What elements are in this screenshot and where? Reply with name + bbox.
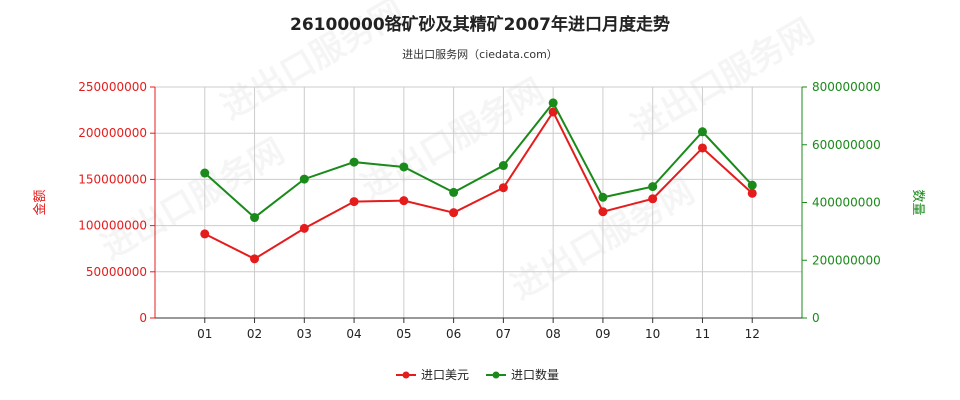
data-point[interactable] [548,98,558,108]
y-axis-left-tick-label: 150000000 [78,172,147,186]
watermark-text: 进出口服务网 [355,71,552,208]
x-axis-tick-label: 06 [446,327,461,341]
data-point[interactable] [498,183,508,193]
series-layer [200,98,757,264]
data-point[interactable] [250,213,260,223]
y-axis-left-tick-label: 250000000 [78,80,147,94]
data-point[interactable] [200,229,210,239]
x-axis-ticks: 01 02 03 04 05 06 07 08 09 10 11 12 [197,318,760,341]
y-axis-right-title: 数量 [910,189,925,215]
x-axis-tick-label: 08 [546,327,561,341]
legend-label-import-usd[interactable]: 进口美元 [421,368,469,382]
y-axis-left-title: 金额 [32,189,48,215]
chart-subtitle: 进出口服务网（ciedata.com） [402,47,558,61]
x-axis-tick-label: 07 [496,327,511,341]
y-axis-left-ticks: 0 50000000 100000000 150000000 200000000 2500… [78,80,155,325]
data-point[interactable] [299,223,309,233]
y-axis-left-tick-label: 0 [139,311,147,325]
data-point[interactable] [697,127,707,137]
data-point[interactable] [648,194,658,204]
series-line [204,101,753,219]
data-point[interactable] [299,174,309,184]
y-axis-left-tick-label: 50000000 [86,265,147,279]
y-axis-right-tick-label: 800000000 [812,80,881,94]
x-axis-tick-label: 11 [695,327,710,341]
data-point[interactable] [648,182,658,192]
data-point[interactable] [697,143,707,153]
series-import-quantity [200,98,757,223]
x-axis-tick-label: 03 [297,327,312,341]
data-point[interactable] [399,196,409,206]
series-import-usd [200,107,757,264]
data-point[interactable] [449,187,459,197]
legend-label-import-quantity[interactable]: 进口数量 [511,367,559,382]
x-axis-tick-label: 04 [346,327,361,341]
data-point[interactable] [449,208,459,218]
y-axis-right-ticks: 0 200000000 400000000 600000000 800000000 [802,80,881,325]
x-axis-tick-label: 02 [247,327,262,341]
y-axis-right-tick-label: 600000000 [812,138,881,152]
legend-marker-import-quantity [492,371,500,379]
x-axis-tick-label: 10 [645,327,660,341]
data-point[interactable] [747,188,757,198]
chart-title: 26100000铬矿砂及其精矿2007年进口月度走势 [290,14,670,35]
data-point[interactable] [747,180,757,190]
data-point[interactable] [349,157,359,167]
x-axis-tick-label: 09 [595,327,610,341]
y-axis-left-tick-label: 200000000 [78,126,147,140]
x-axis-tick-label: 01 [197,327,212,341]
watermark-text: 进出口服务网 [95,131,292,268]
y-axis-right-tick-label: 400000000 [812,196,881,210]
x-axis-tick-label: 12 [745,327,760,341]
data-point[interactable] [498,161,508,171]
legend-marker-import-usd [402,371,410,379]
data-point[interactable] [200,168,210,178]
y-axis-right-tick-label: 200000000 [812,253,881,267]
data-point[interactable] [548,107,558,117]
y-axis-left-tick-label: 100000000 [78,219,147,233]
data-point[interactable] [598,207,608,217]
legend: 进口美元 进口数量 [396,367,559,382]
data-point[interactable] [349,197,359,207]
data-point[interactable] [399,162,409,172]
series-line [204,109,753,261]
data-point[interactable] [598,192,608,202]
data-point[interactable] [250,254,260,264]
y-axis-right-tick-label: 0 [812,311,820,325]
x-axis-tick-label: 05 [396,327,411,341]
